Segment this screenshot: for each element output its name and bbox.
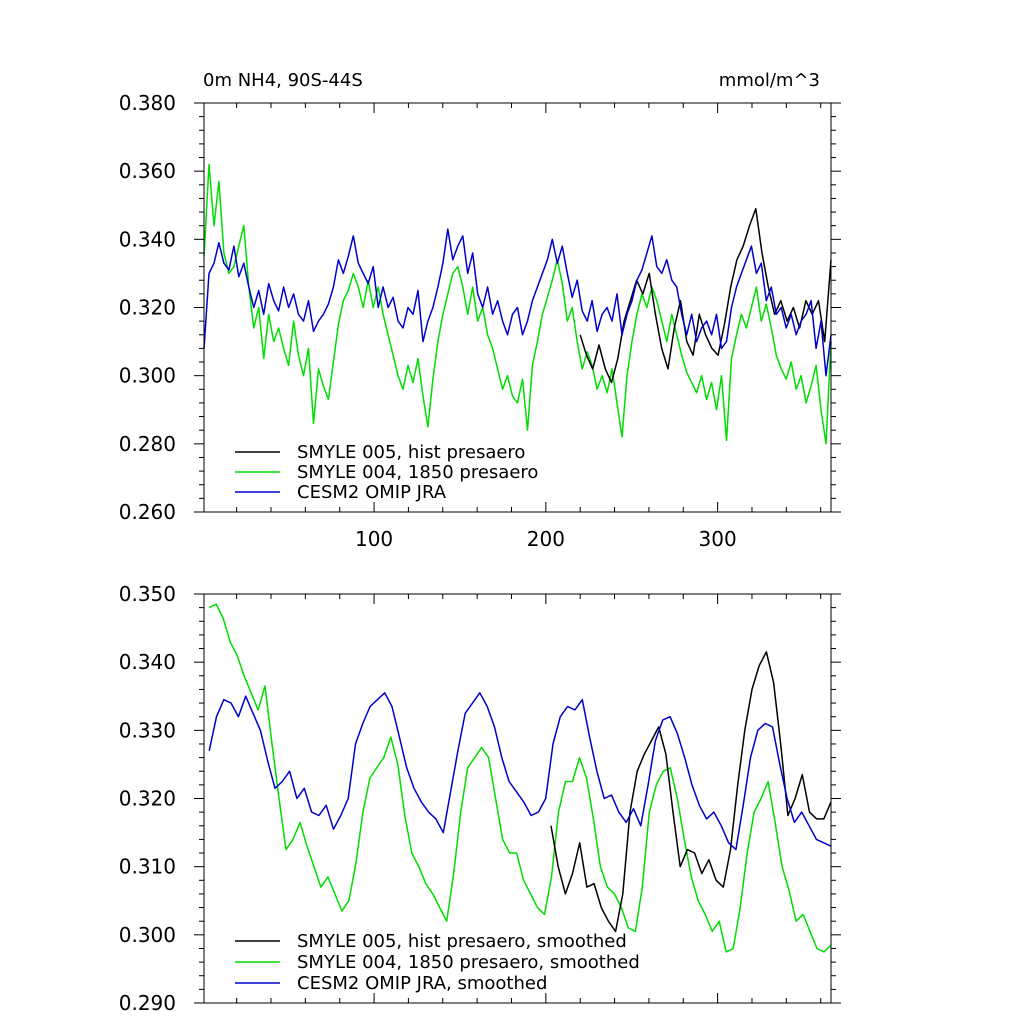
- bottom-panel: 0.290 0.300 0.310 0.320 0.330 0.340 0.350 SMYL…: [119, 582, 841, 1015]
- top-legend-label-smyle004: SMYLE 004, 1850 presaero: [297, 462, 538, 483]
- top-xtick-label-200: 200: [527, 527, 565, 551]
- bottom-ytick-label-5: 0.340: [119, 650, 176, 674]
- top-panel-title: 0m NH4, 90S-44S: [203, 70, 363, 91]
- bottom-panel-series: [208, 603, 832, 953]
- top-series-line-smyle004: [203, 163, 832, 445]
- bottom-ytick-label-2: 0.310: [119, 855, 176, 879]
- top-ytick-label-0: 0.260: [119, 500, 176, 524]
- top-panel-units: mmol/m^3: [719, 70, 820, 91]
- top-ytick-label-4: 0.340: [119, 227, 176, 251]
- bottom-ytick-label-4: 0.330: [119, 718, 176, 742]
- top-xtick-label-300: 300: [699, 527, 737, 551]
- bottom-panel-legend: SMYLE 005, hist presaero, smoothed SMYLE…: [235, 931, 640, 994]
- top-ytick-label-3: 0.320: [119, 296, 176, 320]
- top-ytick-label-1: 0.280: [119, 432, 176, 456]
- bottom-legend-label-smyle004: SMYLE 004, 1850 presaero, smoothed: [297, 952, 640, 973]
- bottom-legend-label-cesm2: CESM2 OMIP JRA, smoothed: [297, 973, 547, 994]
- top-ytick-label-5: 0.360: [119, 159, 176, 183]
- top-legend-label-cesm2: CESM2 OMIP JRA: [297, 482, 447, 503]
- top-legend-label-smyle005: SMYLE 005, hist presaero: [297, 442, 525, 463]
- top-panel-axes-frame: [203, 102, 832, 513]
- bottom-ytick-label-1: 0.300: [119, 923, 176, 947]
- top-panel-ticks: 100 200 300 0.260 0.280 0.300 0.320 0.340 0.360 0…: [119, 91, 841, 551]
- bottom-legend-label-smyle005: SMYLE 005, hist presaero, smoothed: [297, 931, 627, 952]
- bottom-ytick-label-3: 0.320: [119, 787, 176, 811]
- top-panel-legend: SMYLE 005, hist presaero SMYLE 004, 1850…: [235, 442, 538, 503]
- top-panel-series: [203, 163, 832, 445]
- bottom-ytick-label-6: 0.350: [119, 582, 176, 606]
- top-ytick-label-2: 0.300: [119, 364, 176, 388]
- bottom-series-line-smyle004: [208, 603, 832, 953]
- top-xtick-label-100: 100: [355, 527, 393, 551]
- bottom-series-line-smyle005: [550, 651, 832, 933]
- top-ytick-label-6: 0.380: [119, 91, 176, 115]
- top-panel: 0m NH4, 90S-44S mmol/m^3 100 200 300 0.260 0…: [119, 70, 841, 551]
- bottom-ytick-label-0: 0.290: [119, 991, 176, 1015]
- bottom-series-line-cesm2: [208, 692, 832, 851]
- bottom-panel-axes-frame: [203, 593, 832, 1004]
- bottom-panel-ticks: 0.290 0.300 0.310 0.320 0.330 0.340 0.350: [119, 582, 841, 1015]
- top-series-line-cesm2: [203, 228, 832, 377]
